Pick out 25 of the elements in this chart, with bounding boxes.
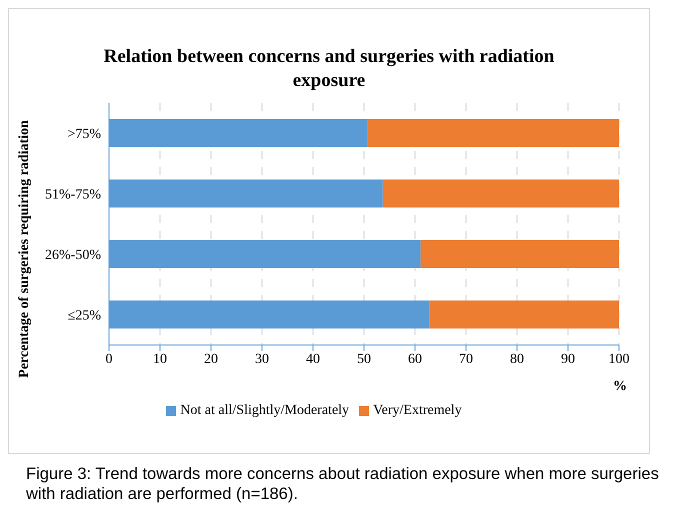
x-tick-label: 0: [106, 352, 112, 367]
x-tick-label: 40: [306, 352, 320, 367]
y-tick-label: ≤25%: [68, 308, 102, 324]
x-tick-label: 50: [357, 352, 371, 367]
bar: [382, 180, 619, 208]
x-tick-label: 80: [510, 352, 524, 367]
x-tick-label: 60: [408, 352, 422, 367]
bar: [429, 300, 619, 328]
caption: Figure 3: Trend towards more concerns about radiation exposure when more surgeries with radiation are performed (n=186).: [25, 464, 660, 504]
y-axis-title: Percentage of surgeries requiring radiation: [17, 120, 33, 378]
bar: [367, 119, 619, 147]
x-tick-label: 100: [608, 352, 630, 367]
x-tick-label: 10: [153, 352, 167, 367]
y-tick-label: >75%: [67, 127, 102, 142]
chart-title: Relation between concerns and surgeries with radiation exposure: [102, 45, 556, 93]
x-tick-label: 70: [459, 352, 473, 367]
y-tick-label: 51%-75%: [45, 188, 102, 203]
x-tick-label: 90: [561, 352, 575, 367]
y-tick-label: 26%-50%: [45, 248, 102, 264]
bar: [420, 240, 619, 268]
x-axis-title: %: [613, 379, 627, 395]
x-tick-label: 30: [255, 352, 269, 367]
legend-label: Not at all/Slightly/Moderately: [180, 403, 350, 418]
x-tick-label: 20: [204, 352, 218, 367]
legend-label: Very/Extremely: [373, 403, 462, 418]
